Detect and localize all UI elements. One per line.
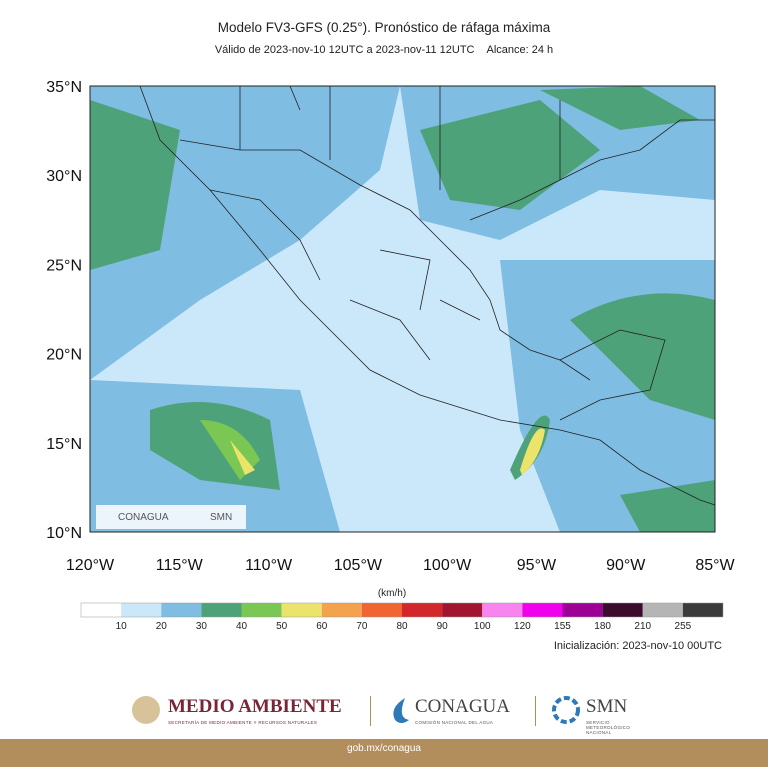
- lon-tick-label: 100°W: [423, 557, 472, 574]
- colorbar-swatch: [241, 603, 282, 617]
- emblem: [132, 696, 160, 724]
- colorbar-label: 50: [276, 621, 288, 632]
- valid-period: Válido de 2023-nov-10 12UTC a 2023-nov-1…: [214, 44, 475, 56]
- colorbar-swatch: [562, 603, 603, 617]
- inset-logo-text: CONAGUA: [118, 512, 169, 523]
- initialization: Inicialización: 2023-nov-10 00UTC: [553, 640, 722, 652]
- colorbar-label: 155: [554, 621, 571, 632]
- forecast-range: Alcance: 24 h: [486, 44, 554, 56]
- colorbar-swatch: [121, 603, 162, 617]
- emblem: [393, 698, 409, 723]
- colorbar-swatch: [81, 603, 122, 617]
- borders: [139, 85, 716, 506]
- colorbar-label: 10: [116, 621, 128, 632]
- colorbar-swatch: [321, 603, 362, 617]
- footer-bar: gob.mx/conagua: [0, 739, 768, 767]
- lat-tick-label: 30°N: [46, 168, 82, 185]
- colorbar-swatch: [361, 603, 402, 617]
- colorbar-swatch: [522, 603, 563, 617]
- smn-logo: SMN SERVICIO METEOROLÓGICO NACIONAL: [550, 694, 630, 735]
- semarnat-logo: MEDIO AMBIENTE SECRETARÍA DE MEDIO AMBIE…: [130, 694, 342, 731]
- wind-field: [90, 86, 715, 532]
- colorbar-swatch: [201, 603, 242, 617]
- conagua-logo: CONAGUA COMISIÓN NACIONAL DEL AGUA: [385, 694, 510, 731]
- colorbar-label: 210: [634, 621, 651, 632]
- colorbar-swatch: [161, 603, 202, 617]
- lon-tick-label: 90°W: [606, 557, 646, 574]
- map-figure: CONAGUA SMN 35°N 30°N 25°N 20°N 15°N 10°N 120°…: [46, 79, 735, 632]
- lon-tick-label: 85°W: [695, 557, 735, 574]
- lat-tick-label: 25°N: [46, 257, 82, 274]
- colorbar-swatch: [682, 603, 723, 617]
- subtitle: Válido de 2023-nov-10 12UTC a 2023-nov-1…: [0, 44, 768, 56]
- colorbar-label: 20: [156, 621, 168, 632]
- logo-subtext: SERVICIO METEOROLÓGICO NACIONAL: [586, 720, 631, 735]
- lon-tick-label: 110°W: [245, 557, 293, 574]
- separator: [535, 696, 536, 726]
- inset-logo-box: [96, 505, 246, 529]
- colorbar-swatch: [482, 603, 523, 617]
- lat-tick-label: 15°N: [46, 436, 82, 453]
- colorbar-unit: (km/h): [378, 588, 406, 599]
- separator: [370, 696, 371, 726]
- lon-tick-label: 120°W: [66, 557, 115, 574]
- colorbar-swatch: [281, 603, 322, 617]
- inset-logos: CONAGUA SMN: [96, 505, 246, 529]
- lon-tick-label: 105°W: [334, 557, 383, 574]
- colorbar-label: 70: [356, 621, 368, 632]
- footer-logos: MEDIO AMBIENTE SECRETARÍA DE MEDIO AMBIE…: [0, 690, 768, 735]
- lat-tick-label: 20°N: [46, 347, 82, 364]
- logo-text: CONAGUA: [415, 696, 510, 717]
- colorbar-label: 255: [675, 621, 692, 632]
- lat-tick-label: 10°N: [46, 525, 82, 542]
- lon-tick-label: 115°W: [156, 557, 204, 574]
- title: Modelo FV3-GFS (0.25°). Pronóstico de rá…: [217, 20, 551, 35]
- logo-text: SMN: [586, 696, 628, 717]
- logo-subtext: SECRETARÍA DE MEDIO AMBIENTE Y RECURSOS …: [168, 720, 318, 725]
- colorbar-label: 100: [474, 621, 491, 632]
- colorbar-label: 60: [316, 621, 328, 632]
- logo-text: MEDIO AMBIENTE: [168, 696, 342, 717]
- colorbar-label: 180: [594, 621, 611, 632]
- inset-logo-text: SMN: [210, 512, 232, 523]
- colorbar-label: 30: [196, 621, 208, 632]
- map-frame: [89, 85, 716, 533]
- url[interactable]: gob.mx/conagua: [347, 743, 421, 754]
- lat-tick-label: 35°N: [46, 79, 82, 96]
- logo-subtext: COMISIÓN NACIONAL DEL AGUA: [415, 720, 494, 725]
- emblem: [552, 696, 580, 724]
- colorbar-swatch: [642, 603, 683, 617]
- colorbar-label: 120: [514, 621, 531, 632]
- colorbar-frame: [80, 602, 724, 618]
- colorbar-label: 40: [236, 621, 248, 632]
- colorbar-label: 90: [437, 621, 449, 632]
- colorbar-swatch: [602, 603, 643, 617]
- colorbar-label: 80: [396, 621, 408, 632]
- lon-tick-label: 95°W: [517, 557, 557, 574]
- colorbar-swatch: [402, 603, 443, 617]
- colorbar-swatch: [442, 603, 483, 617]
